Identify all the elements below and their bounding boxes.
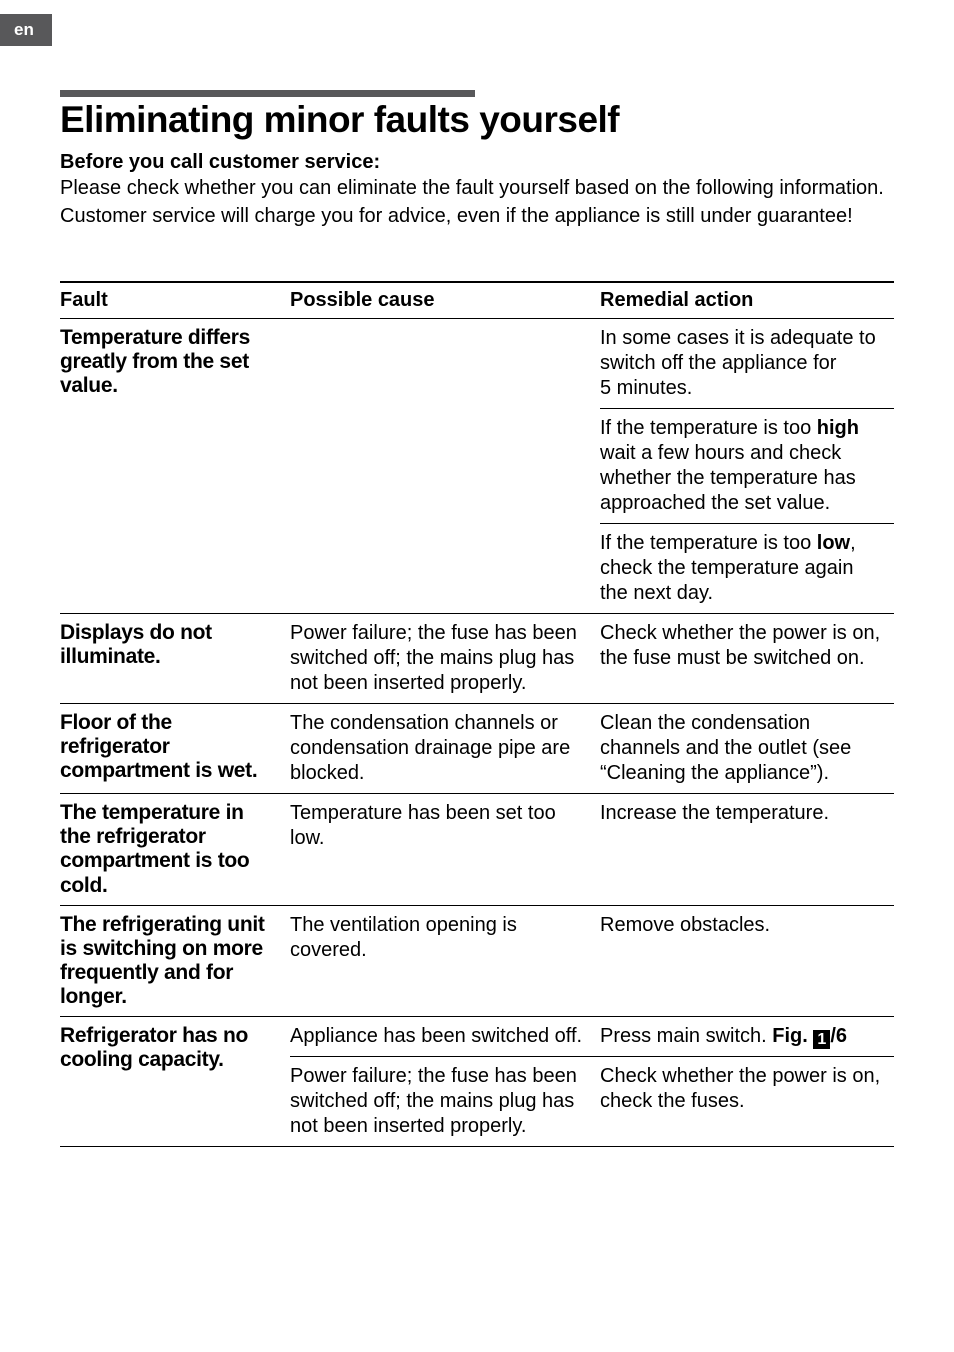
- troubleshooting-table: Fault Possible cause Remedial action Tem…: [60, 281, 894, 1147]
- cause-cell: The ventilation opening is covered.: [290, 905, 600, 1017]
- action-cell: Remove obstacles.: [600, 905, 894, 1017]
- fault-cell: Floor of the refrigerator compartment is…: [60, 704, 290, 794]
- table-row: Floor of the refrigerator compartment is…: [60, 704, 894, 794]
- intro-subheading: Before you call customer service:: [60, 151, 894, 174]
- cause-cell: Power failure; the fuse has been switche…: [290, 614, 600, 704]
- fault-cell: Temperature differs greatly from the set…: [60, 319, 290, 614]
- fault-cell: Refrigerator has no cooling capacity.: [60, 1017, 290, 1147]
- page-content: Eliminating minor faults yourself Before…: [0, 46, 954, 1187]
- table-row: Refrigerator has no cooling capacity.App…: [60, 1017, 894, 1057]
- intro-paragraph-2: Customer service will charge you for adv…: [60, 204, 894, 230]
- action-cell: If the temperature is too low, check the…: [600, 524, 894, 614]
- fault-cell: The refrigerating unit is switching on m…: [60, 905, 290, 1017]
- cause-cell: Power failure; the fuse has been switche…: [290, 1057, 600, 1147]
- action-cell: Check whether the power is on, check the…: [600, 1057, 894, 1147]
- title-rule: [60, 90, 475, 97]
- action-cell: Press main switch. Fig. 1/6: [600, 1017, 894, 1057]
- language-tab: en: [0, 14, 52, 46]
- table-body: Temperature differs greatly from the set…: [60, 319, 894, 1147]
- col-header-action: Remedial action: [600, 282, 894, 319]
- table-row: Temperature differs greatly from the set…: [60, 319, 894, 409]
- cause-cell: Temperature has been set too low.: [290, 794, 600, 906]
- cause-cell: The condensation channels or condensatio…: [290, 704, 600, 794]
- table-header-row: Fault Possible cause Remedial action: [60, 282, 894, 319]
- fault-cell: Displays do not illuminate.: [60, 614, 290, 704]
- col-header-fault: Fault: [60, 282, 290, 319]
- cause-cell: Appliance has been switched off.: [290, 1017, 600, 1057]
- action-cell: If the temperature is too high wait a fe…: [600, 409, 894, 524]
- table-row: The temperature in the refrigerator comp…: [60, 794, 894, 906]
- action-cell: In some cases it is adequate to switch o…: [600, 319, 894, 409]
- action-cell: Increase the temperature.: [600, 794, 894, 906]
- page-title: Eliminating minor faults yourself: [60, 99, 894, 141]
- action-cell: Check whether the power is on, the fuse …: [600, 614, 894, 704]
- table-row: The refrigerating unit is switching on m…: [60, 905, 894, 1017]
- fault-cell: The temperature in the refrigerator comp…: [60, 794, 290, 906]
- col-header-cause: Possible cause: [290, 282, 600, 319]
- intro-paragraph-1: Please check whether you can eliminate t…: [60, 176, 894, 202]
- cause-cell: [290, 319, 600, 614]
- action-cell: Clean the condensation channels and the …: [600, 704, 894, 794]
- table-row: Displays do not illuminate.Power failure…: [60, 614, 894, 704]
